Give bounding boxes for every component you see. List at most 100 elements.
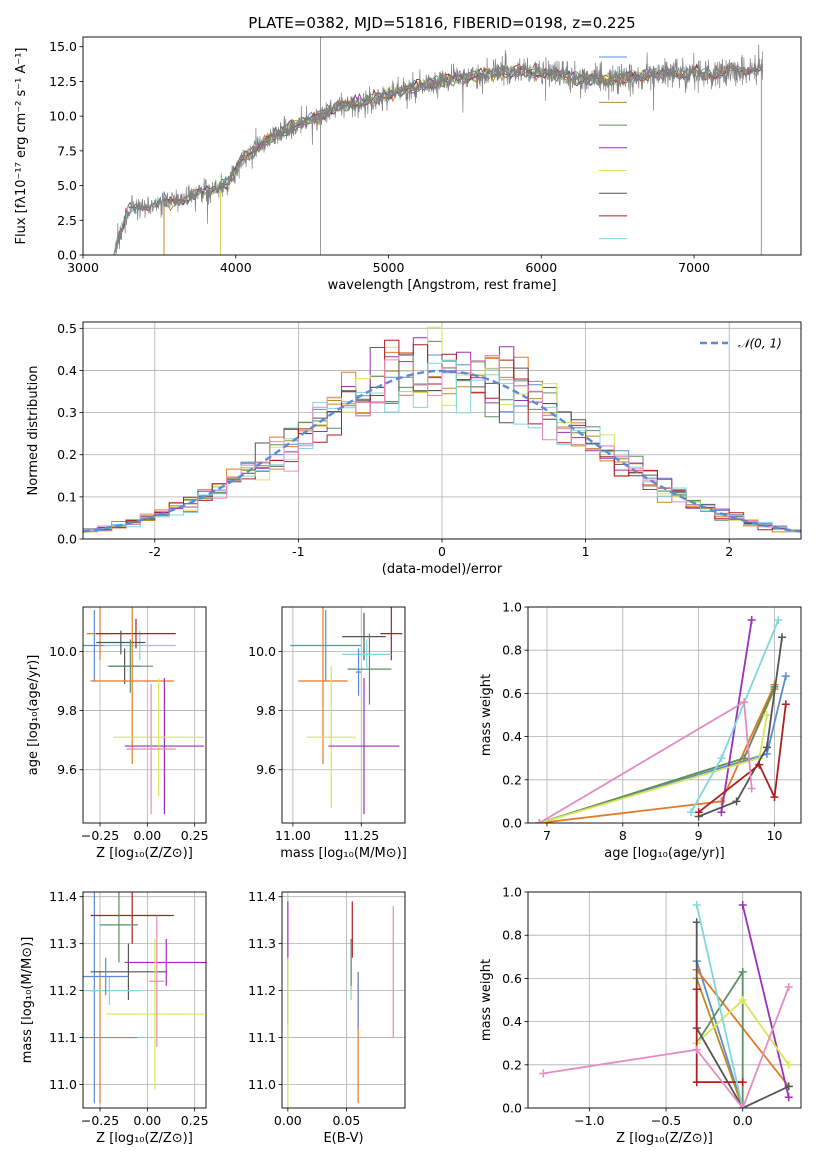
ebv_mass-plot-area — [287, 901, 394, 1108]
z_mass-decor: −0.25 0.00 0.25 11.0 11.1 11.2 11.3 11.4 Z [log₁… — [20, 889, 209, 1146]
histogram-step — [83, 354, 801, 532]
ebv_mass-grid — [282, 892, 405, 1108]
data-spectrum-line — [113, 44, 764, 255]
age_weight-axes: 7 8 9 10 0.0 0.2 0.4 0.6 0.8 1.0 age [log₁₀(age/yr… — [479, 600, 802, 861]
ebv_mass-xtick-label: 0.00 — [274, 1113, 302, 1128]
mass_age-xtick-label: 11.00 — [275, 828, 311, 843]
spectrum-xtick-label: 6000 — [525, 260, 557, 275]
mass_age-grid — [282, 607, 405, 823]
z_weight-ytick-label: 0.2 — [502, 1057, 522, 1072]
spectrum-legend — [599, 56, 627, 240]
age_weight-xtick-label: 8 — [619, 828, 627, 843]
plus-marker — [740, 698, 749, 707]
histogram-step — [83, 359, 801, 532]
spectrum-xtick-label: 5000 — [373, 260, 405, 275]
ebv_mass-axes: 0.00 0.05 11.0 11.1 11.2 11.3 11.4 E(B-V) — [248, 889, 406, 1146]
weight-line — [695, 922, 790, 1108]
histogram-xtick-label: -2 — [149, 544, 161, 559]
spectrum-ylabel: Flux [fλ10⁻¹⁷ erg cm⁻² s⁻¹ A⁻¹] — [14, 48, 29, 245]
z_mass-ytick-label: 11.1 — [49, 1030, 77, 1045]
plus-marker — [535, 819, 544, 823]
plus-marker — [717, 754, 726, 763]
weight-line — [698, 704, 787, 813]
histogram-ytick-label: 0.4 — [57, 363, 77, 378]
spectrum-ytick-label: 10.0 — [49, 109, 77, 124]
plus-marker — [692, 1045, 701, 1054]
model-line — [220, 62, 664, 255]
z_age-axes: −0.25 0.00 0.25 9.6 9.8 10.0 Z [log₁₀(Z/Z⊙)] ag… — [26, 606, 209, 861]
ebv_mass-xlabel: E(B-V) — [323, 1131, 363, 1146]
histogram-ytick-label: 0.3 — [57, 405, 77, 420]
z_mass-xtick-label: 0.25 — [181, 1113, 209, 1128]
mass_age-ytick-label: 10.0 — [248, 644, 276, 659]
z_age-grid — [83, 607, 206, 823]
histogram-ylabel: Normed distribution — [26, 366, 41, 496]
spectrum-frame — [82, 36, 802, 256]
plus-marker — [740, 754, 749, 763]
z_mass-ytick-label: 11.4 — [49, 889, 77, 904]
spectrum-axes: 3000 4000 5000 6000 7000 0.0 2.5 5.0 7.5 10.0 12.5… — [14, 14, 802, 293]
plus-marker — [732, 797, 741, 806]
plus-marker — [784, 983, 793, 992]
histogram-ytick-label: 0.1 — [57, 489, 77, 504]
z_weight-ytick-label: 0.6 — [502, 971, 522, 986]
plus-marker — [717, 797, 726, 806]
age_weight-xtick-label: 10 — [767, 828, 783, 843]
weight-line — [695, 978, 744, 1108]
spectrum-xtick-label: 4000 — [220, 260, 252, 275]
plus-marker — [738, 900, 747, 909]
plus-marker — [747, 615, 756, 624]
mass_age-xtick-label: 11.25 — [343, 828, 379, 843]
spectrum-ytick-label: 5.0 — [57, 178, 77, 193]
histogram-step — [83, 356, 801, 533]
spectrum-xlabel: wavelength [Angstrom, rest frame] — [328, 278, 557, 293]
plus-marker — [738, 1104, 747, 1108]
plus-marker — [692, 1078, 701, 1087]
histogram-plot-area — [83, 326, 801, 533]
z_age-ylabel: age [log₁₀(age/yr)] — [26, 655, 41, 776]
histogram-decor: -2 -1 0 1 2 0.0 0.1 0.2 0.3 0.4 0.5 (data-model)/er… — [26, 321, 802, 577]
z_mass-xtick-label: 0.00 — [133, 1113, 161, 1128]
weight-line — [695, 904, 744, 1108]
z_weight-ylabel: mass weight — [479, 959, 494, 1041]
age_weight-ytick-label: 0.4 — [502, 729, 522, 744]
z_age-xlabel: Z [log₁₀(Z/Z⊙)] — [96, 846, 193, 861]
histogram-xtick-label: -1 — [292, 544, 304, 559]
plus-marker — [762, 711, 771, 719]
spectrum-ytick-label: 12.5 — [49, 74, 77, 89]
histogram-xtick-label: 2 — [725, 544, 733, 559]
z_age-frame — [82, 606, 207, 824]
plus-marker — [784, 1093, 793, 1102]
model-line — [220, 66, 664, 255]
plus-marker — [738, 967, 747, 976]
z_weight-ytick-label: 0.8 — [502, 928, 522, 943]
weight-line — [720, 619, 753, 813]
spectrum-decor: 3000 4000 5000 6000 7000 0.0 2.5 5.0 7.5 10.0 12.5… — [14, 14, 802, 293]
plus-marker — [738, 1078, 747, 1087]
mass_age-decor: 11.00 11.25 9.6 9.8 10.0 mass [log₁₀(M/M⊙)] — [248, 606, 407, 861]
plus-marker — [692, 985, 701, 994]
weight-line — [698, 637, 783, 818]
z_age-xtick-label: 0.25 — [181, 828, 209, 843]
z_mass-ytick-label: 11.2 — [49, 983, 77, 998]
ebv_mass-ytick-label: 11.3 — [248, 936, 276, 951]
ebv_mass-ytick-label: 11.1 — [248, 1030, 276, 1045]
normal-curve — [83, 369, 801, 533]
ebv_mass-frame — [281, 891, 406, 1109]
z_weight-xtick-label: 0.0 — [733, 1113, 753, 1128]
z_mass-ytick-label: 11.0 — [49, 1077, 77, 1092]
mass_age-frame — [281, 606, 406, 824]
z_mass-axes: −0.25 0.00 0.25 11.0 11.1 11.2 11.3 11.4 Z [log₁… — [20, 889, 209, 1146]
z_age-plot-area — [83, 607, 205, 815]
z_weight-ytick-label: 0.4 — [502, 1014, 522, 1029]
histogram-ytick-label: 0.5 — [57, 321, 77, 336]
age_weight-xtick-label: 7 — [543, 828, 551, 843]
legend-label: 𝒩(0, 1) — [738, 337, 782, 351]
histogram-xtick-label: 0 — [438, 544, 446, 559]
plus-marker — [774, 615, 783, 624]
plus-marker — [717, 808, 726, 817]
age_weight-ytick-label: 0.0 — [502, 816, 522, 831]
mass_age-plot-area — [290, 607, 403, 815]
plus-marker — [738, 996, 747, 1004]
